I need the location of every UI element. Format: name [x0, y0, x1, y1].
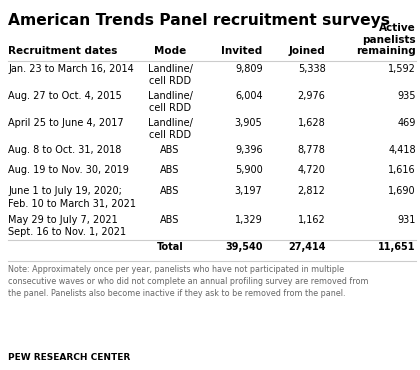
- Text: 2,812: 2,812: [298, 186, 326, 196]
- Text: Landline/
cell RDD: Landline/ cell RDD: [148, 118, 192, 140]
- Text: ABS: ABS: [160, 145, 180, 155]
- Text: 39,540: 39,540: [225, 242, 262, 252]
- Text: June 1 to July 19, 2020;
Feb. 10 to March 31, 2021: June 1 to July 19, 2020; Feb. 10 to Marc…: [8, 186, 136, 209]
- Text: Joined: Joined: [289, 46, 326, 56]
- Text: Invited: Invited: [221, 46, 262, 56]
- Text: April 25 to June 4, 2017: April 25 to June 4, 2017: [8, 118, 124, 128]
- Text: 1,162: 1,162: [298, 215, 326, 225]
- Text: ABS: ABS: [160, 186, 180, 196]
- Text: 11,651: 11,651: [378, 242, 416, 252]
- Text: Landline/
cell RDD: Landline/ cell RDD: [148, 64, 192, 86]
- Text: 9,809: 9,809: [235, 64, 262, 74]
- Text: 4,418: 4,418: [388, 145, 416, 155]
- Text: 3,905: 3,905: [235, 118, 262, 128]
- Text: 2,976: 2,976: [298, 91, 326, 101]
- Text: Total: Total: [157, 242, 184, 252]
- Text: 27,414: 27,414: [288, 242, 326, 252]
- Text: May 29 to July 7, 2021
Sept. 16 to Nov. 1, 2021: May 29 to July 7, 2021 Sept. 16 to Nov. …: [8, 215, 126, 238]
- Text: 9,396: 9,396: [235, 145, 262, 155]
- Text: ABS: ABS: [160, 165, 180, 175]
- Text: Aug. 19 to Nov. 30, 2019: Aug. 19 to Nov. 30, 2019: [8, 165, 129, 175]
- Text: Aug. 27 to Oct. 4, 2015: Aug. 27 to Oct. 4, 2015: [8, 91, 122, 101]
- Text: Mode: Mode: [154, 46, 186, 56]
- Text: Jan. 23 to March 16, 2014: Jan. 23 to March 16, 2014: [8, 64, 134, 74]
- Text: 8,778: 8,778: [298, 145, 326, 155]
- Text: 931: 931: [397, 215, 416, 225]
- Text: Landline/
cell RDD: Landline/ cell RDD: [148, 91, 192, 113]
- Text: 935: 935: [397, 91, 416, 101]
- Text: ABS: ABS: [160, 215, 180, 225]
- Text: Recruitment dates: Recruitment dates: [8, 46, 118, 56]
- Text: 1,592: 1,592: [388, 64, 416, 74]
- Text: 4,720: 4,720: [298, 165, 326, 175]
- Text: American Trends Panel recruitment surveys: American Trends Panel recruitment survey…: [8, 13, 391, 28]
- Text: 6,004: 6,004: [235, 91, 262, 101]
- Text: 5,900: 5,900: [235, 165, 262, 175]
- Text: Aug. 8 to Oct. 31, 2018: Aug. 8 to Oct. 31, 2018: [8, 145, 122, 155]
- Text: 1,616: 1,616: [388, 165, 416, 175]
- Text: Active
panelists
remaining: Active panelists remaining: [356, 23, 416, 56]
- Text: 3,197: 3,197: [235, 186, 262, 196]
- Text: PEW RESEARCH CENTER: PEW RESEARCH CENTER: [8, 353, 131, 362]
- Text: 1,329: 1,329: [235, 215, 262, 225]
- Text: 1,690: 1,690: [388, 186, 416, 196]
- Text: 1,628: 1,628: [298, 118, 326, 128]
- Text: Note: Approximately once per year, panelists who have not participated in multip: Note: Approximately once per year, panel…: [8, 265, 369, 298]
- Text: 5,338: 5,338: [298, 64, 326, 74]
- Text: 469: 469: [397, 118, 416, 128]
